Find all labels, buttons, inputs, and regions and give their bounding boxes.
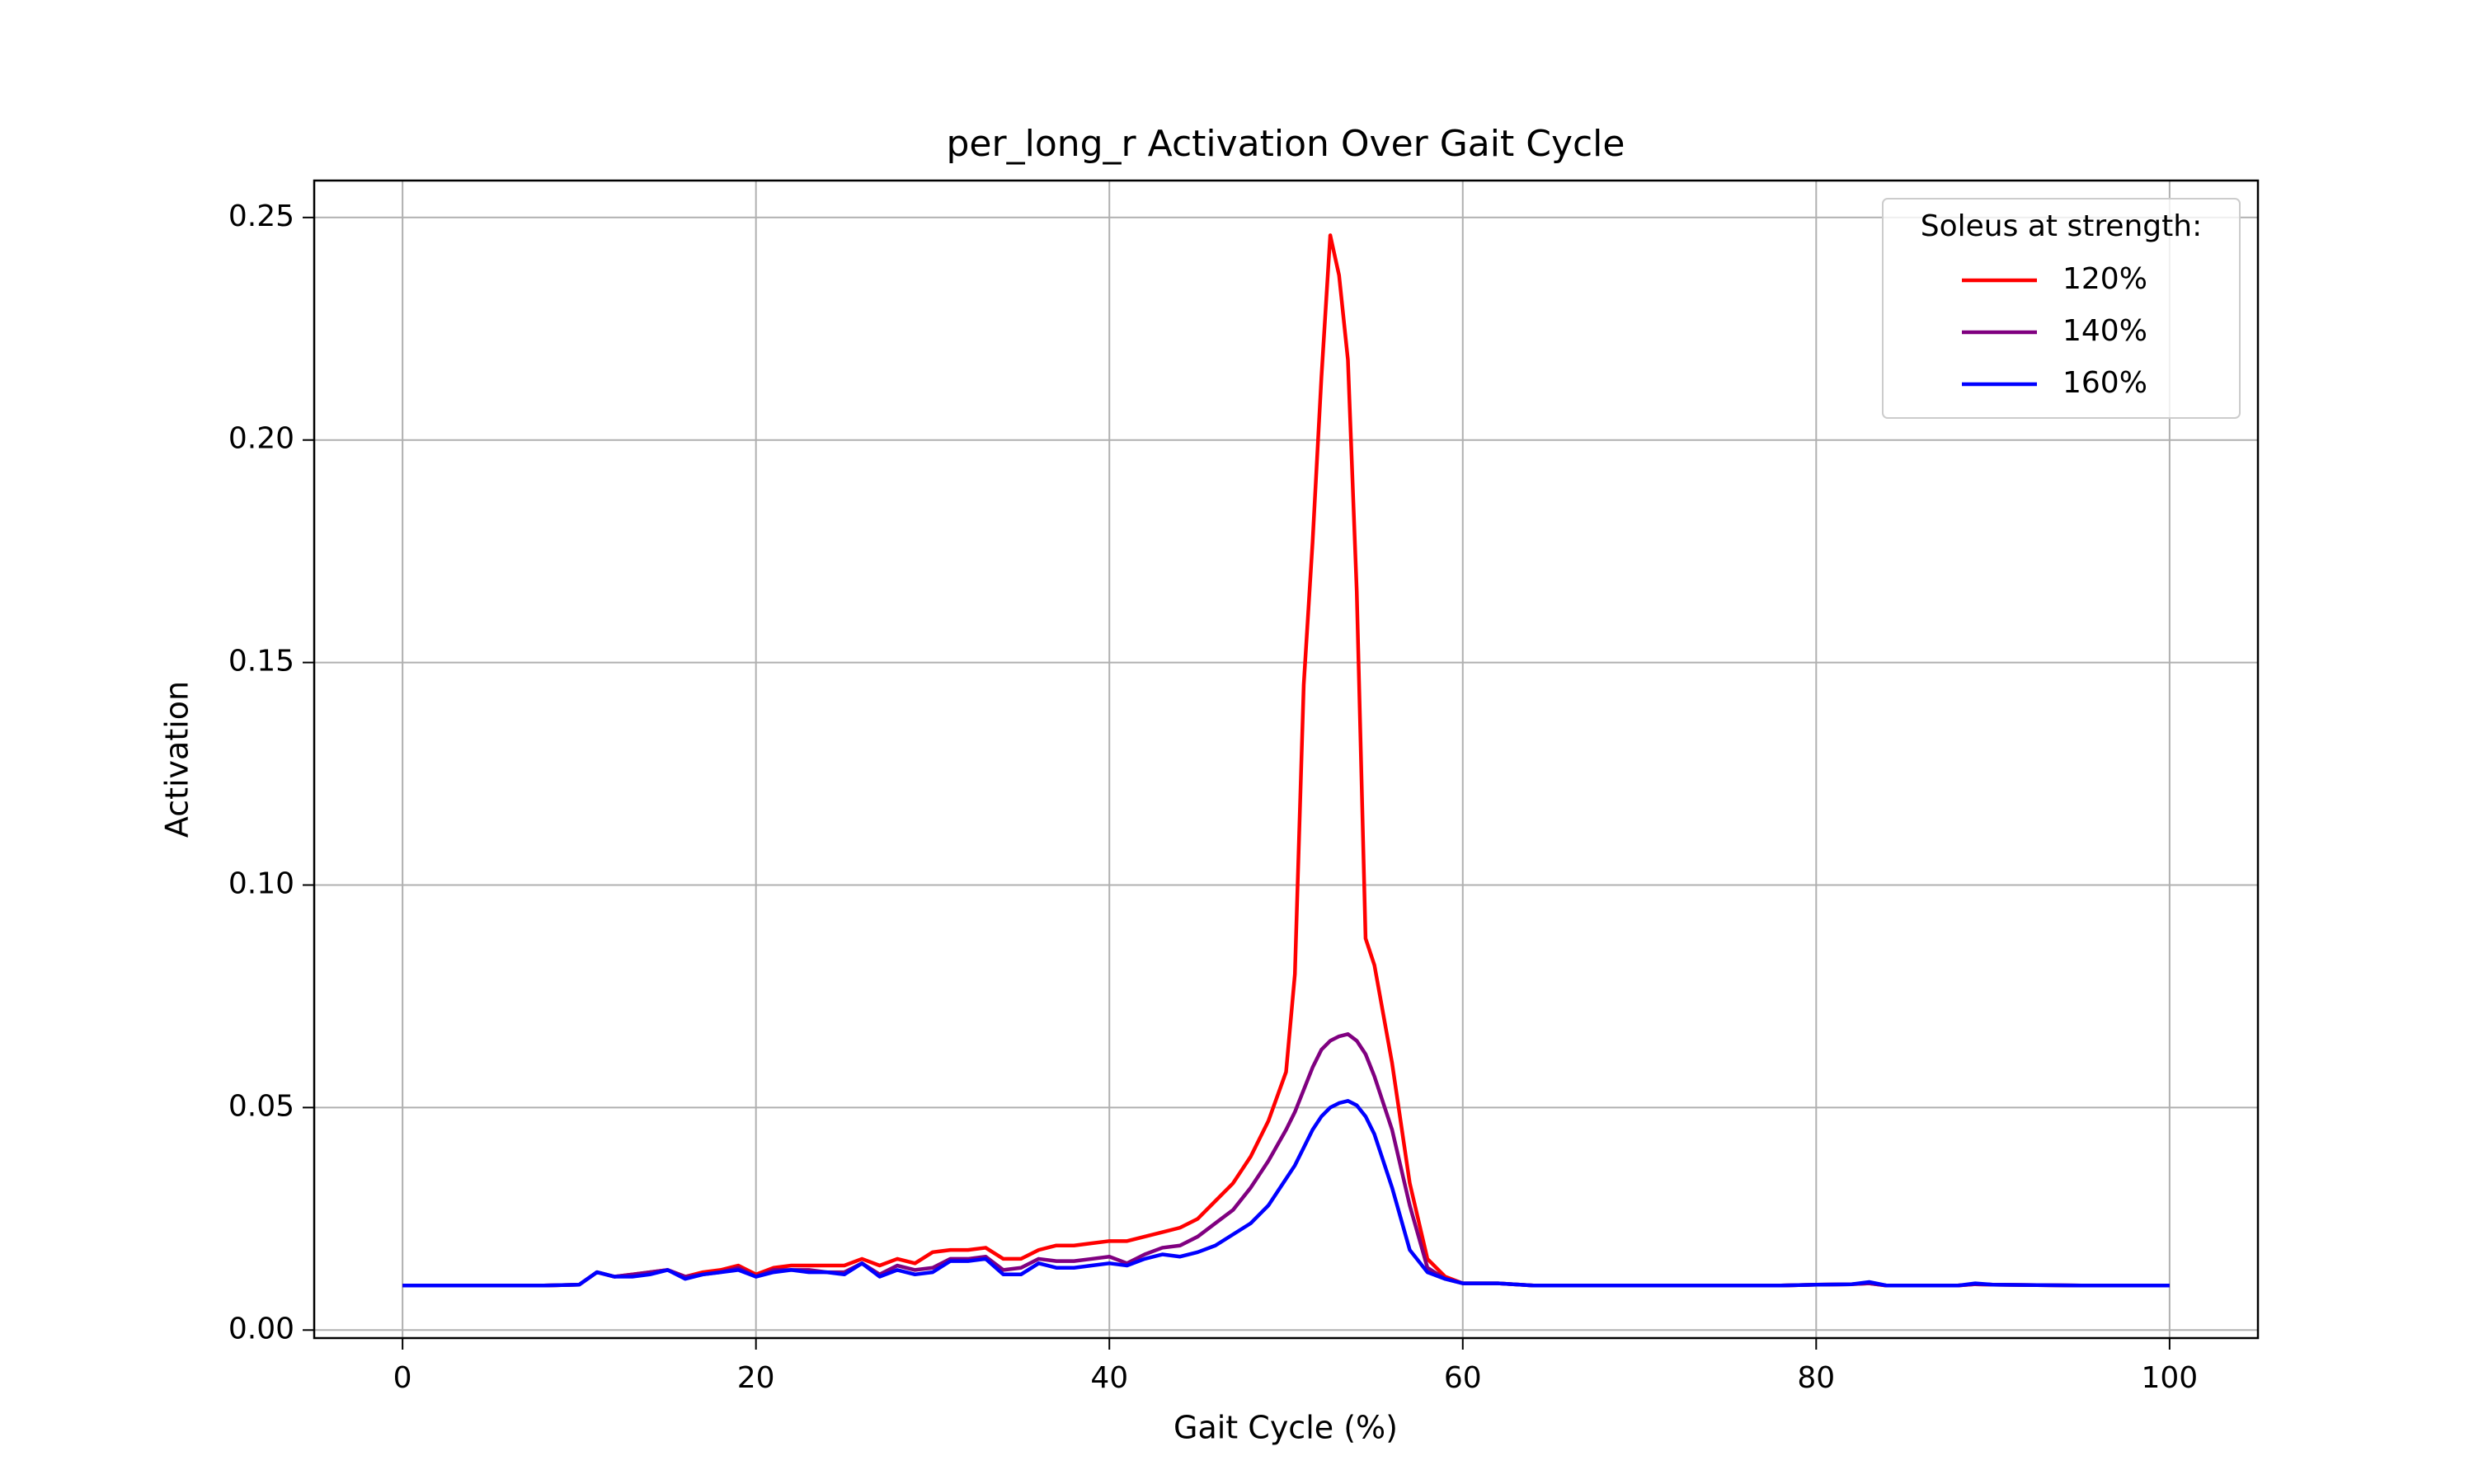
y-tick-label: 0.05 bbox=[228, 1089, 294, 1123]
x-tick-label: 40 bbox=[1090, 1361, 1128, 1395]
legend-label: 160% bbox=[2062, 366, 2147, 400]
x-tick-label: 60 bbox=[1444, 1361, 1482, 1395]
y-tick-label: 0.15 bbox=[228, 645, 294, 679]
y-tick-label: 0.25 bbox=[228, 200, 294, 233]
x-tick-label: 80 bbox=[1797, 1361, 1835, 1395]
y-axis-label: Activation bbox=[159, 681, 195, 838]
legend-label: 120% bbox=[2062, 262, 2147, 296]
y-tick-label: 0.00 bbox=[228, 1312, 294, 1345]
x-axis-label: Gait Cycle (%) bbox=[1174, 1410, 1398, 1446]
legend-label: 140% bbox=[2062, 314, 2147, 348]
x-tick-label: 100 bbox=[2142, 1361, 2199, 1395]
plot-frame bbox=[313, 179, 2260, 1340]
legend-title: Soleus at strength: bbox=[1921, 209, 2202, 243]
y-tick-label: 0.10 bbox=[228, 866, 294, 900]
legend-box bbox=[1882, 198, 2241, 419]
y-tick-label: 0.20 bbox=[228, 422, 294, 456]
x-tick-label: 20 bbox=[737, 1361, 775, 1395]
x-tick-label: 0 bbox=[393, 1361, 412, 1395]
chart-title: per_long_r Activation Over Gait Cycle bbox=[947, 123, 1625, 165]
data-line bbox=[402, 1099, 2170, 1288]
